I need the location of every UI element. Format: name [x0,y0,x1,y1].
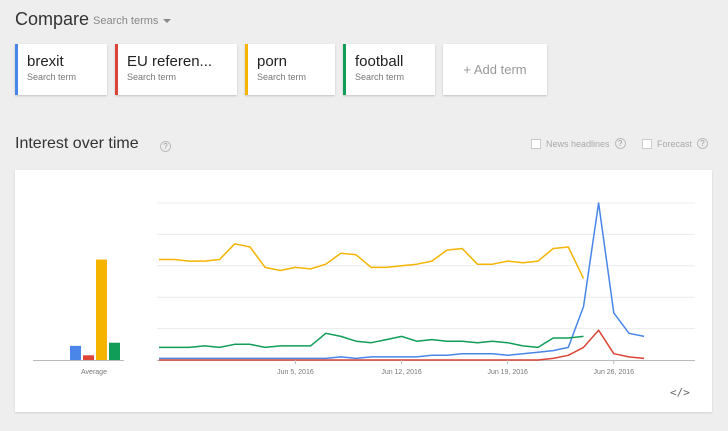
add-term-button[interactable]: + Add term [443,44,547,95]
term-name: porn [257,53,288,70]
term-sub: Search term [257,72,307,82]
help-icon[interactable]: ? [697,138,709,149]
term-color-bar [15,44,18,95]
x-tick-label: Jun 5, 2016 [277,369,314,376]
help-icon[interactable]: ? [614,138,626,149]
news-headlines-checkbox[interactable] [531,138,541,149]
term-sub: Search term [355,72,405,82]
forecast-label: Forecast [657,138,693,149]
forecast-option[interactable]: Forecast ? [642,138,709,149]
term-name: brexit [27,53,64,70]
term-color-bar [343,44,346,95]
term-name: EU referen... [127,53,213,70]
series-line [159,332,584,349]
chevron-down-icon [163,19,172,23]
term-card-eu-referendum[interactable]: EU referen... Search term [115,44,237,95]
term-color-bar [115,44,118,95]
average-bar [96,259,107,360]
embed-code-icon[interactable]: </> [670,386,690,399]
term-sub: Search term [127,72,177,82]
interest-over-time-title: Interest over time [15,135,139,152]
series-line [159,243,585,279]
term-card-brexit[interactable]: brexit Search term [15,44,107,95]
interest-chart: Average Jun 5, 2016 Jun 12, 2016 Jun 19, 20… [33,202,695,376]
average-bar [109,342,120,360]
average-bar [70,345,81,360]
news-headlines-option[interactable]: News headlines ? [531,138,626,149]
term-card-football[interactable]: football Search term [343,44,435,95]
x-tick-label: Jun 12, 2016 [381,369,422,376]
x-tick-label: Jun 26, 2016 [594,369,635,376]
term-name: football [355,53,404,70]
term-color-bar [245,44,248,95]
interest-chart-card: Average Jun 5, 2016 Jun 12, 2016 Jun 19, 20… [15,170,712,412]
help-icon[interactable]: ? [160,141,171,152]
series-line [159,202,645,360]
average-bar [83,355,94,360]
term-sub: Search term [27,72,77,82]
forecast-checkbox[interactable] [642,138,652,149]
search-terms-row: brexit Search term EU referen... Search … [15,44,547,95]
search-terms-dropdown[interactable]: Search terms [93,15,172,27]
term-card-porn[interactable]: porn Search term [245,44,335,95]
news-headlines-label: News headlines [546,138,610,149]
compare-title: Compare [15,9,90,29]
search-terms-label: Search terms [93,15,159,27]
x-tick-label: Jun 19, 2016 [487,369,528,376]
average-label: Average [81,369,107,376]
